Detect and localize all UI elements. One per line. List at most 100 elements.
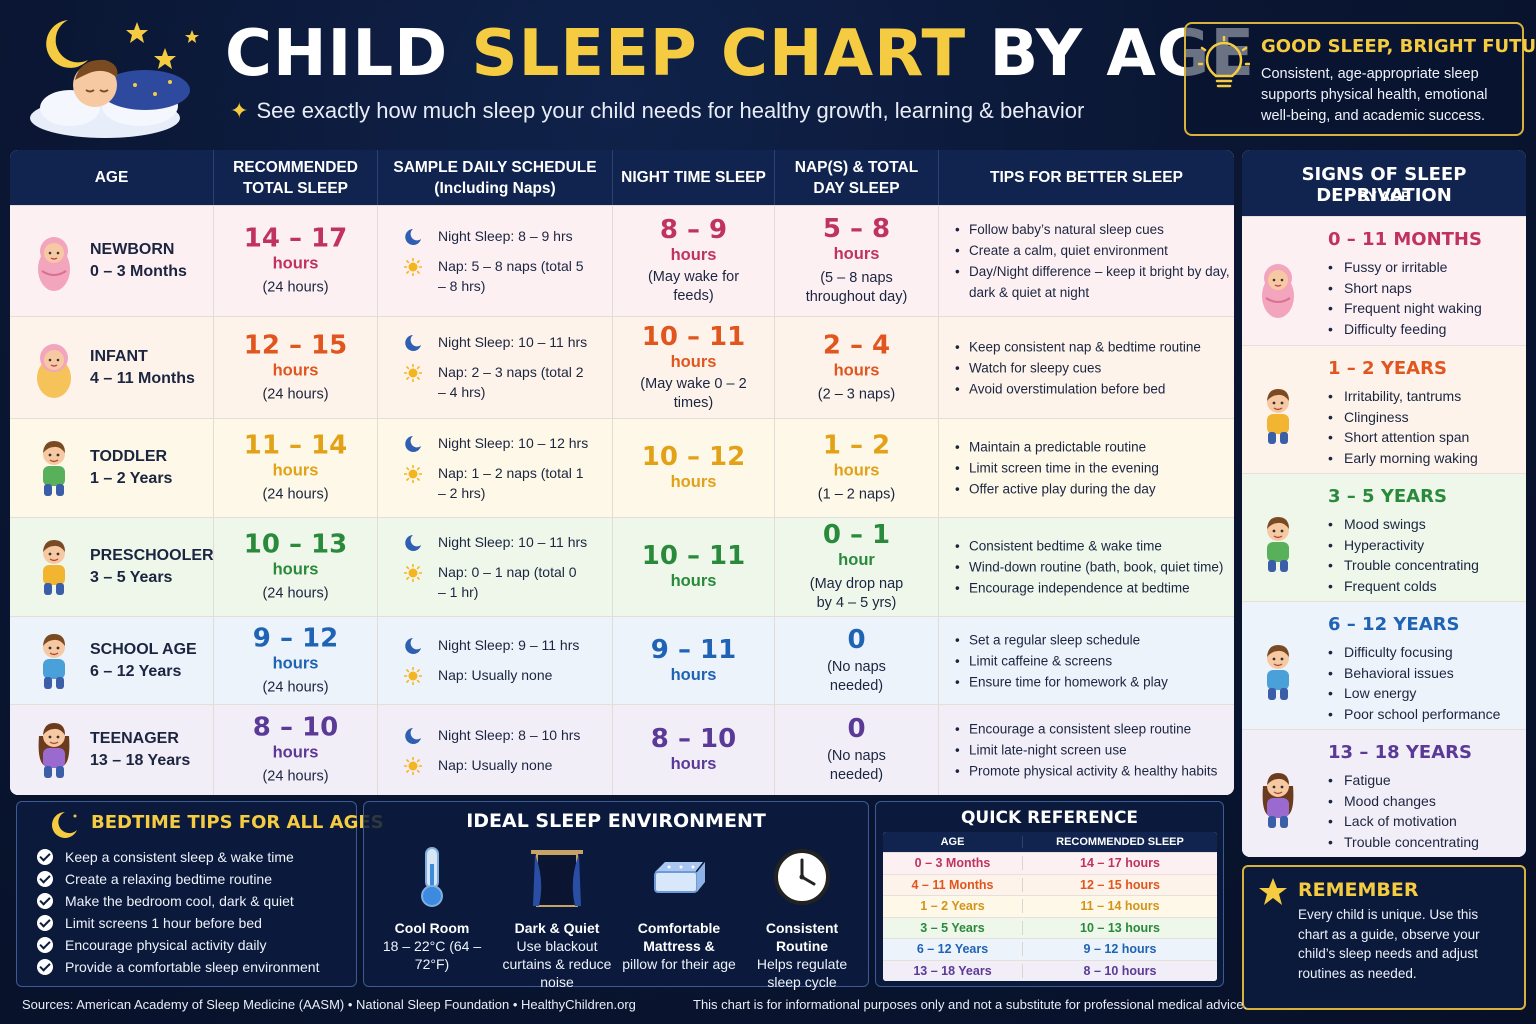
tips-list: Consistent bedtime & wake timeWind-down … [955,536,1231,599]
header-age: AGE [10,150,214,205]
nap-value: 2 – 4 hours (2 – 3 naps) [775,331,938,404]
bedtime-tips-title: BEDTIME TIPS FOR ALL AGES [91,812,384,833]
sleep-deprivation-item: Trouble concentrating [1328,832,1479,853]
tip-item: Create a calm, quiet environment [955,240,1231,261]
night-sleep-range: 9 – 11 [650,634,737,665]
schedule-cell: Night Sleep: 10 – 12 hrs Nap: 1 – 2 naps … [378,419,613,517]
total-sleep-range: 11 – 14 [243,430,348,461]
nap-note: (May drop nap by 4 – 5 yrs) [809,576,904,611]
total-sleep-unit: hours [272,254,319,273]
nap-note: (5 – 8 naps throughout day) [805,270,908,305]
night-schedule: Night Sleep: 10 – 11 hrs [404,532,587,552]
tip-item: Ensure time for homework & play [955,671,1231,692]
header-naps: NAP(S) & TOTAL DAY SLEEP [775,150,939,205]
quick-reference-age: 13 – 18 Years [883,963,1023,978]
nap-schedule-text: Nap: Usually none [438,757,553,773]
night-sleep-note: (May wake 0 – 2 times) [640,375,747,411]
sun-icon [403,666,423,686]
nap-value: 0 (No naps needed) [775,626,938,696]
moon-icon [404,727,422,745]
schedule-cell: Night Sleep: 9 – 11 hrs Nap: Usually none [378,617,613,704]
total-sleep-cell: 12 – 15 hours (24 hours) [214,317,378,418]
night-sleep-value: 8 – 9 hours (May wake for feeds) [613,216,774,306]
age-name: TEENAGER [90,730,179,747]
sleep-deprivation-item: Lack of motivation [1328,811,1479,832]
night-sleep-unit: hours [670,755,717,773]
nap-range: 0 [847,714,866,744]
age-range: 13 – 18 Years [90,752,191,769]
night-sleep-range: 10 – 11 [641,541,746,571]
night-schedule-text: Night Sleep: 10 – 11 hrs [438,534,588,550]
nap-schedule: Nap: 2 – 3 naps (total 2 – 4 hrs) [403,362,584,402]
sleep-deprivation-age: 3 – 5 YEARS [1328,486,1447,507]
child-avatar-icon [1256,768,1300,836]
age-name: NEWBORN [90,241,175,258]
quick-reference-age: 1 – 2 Years [883,899,1023,914]
nap-cell: 0 (No naps needed) [775,617,939,704]
sleep-deprivation-item: Mood swings [1328,514,1479,535]
nap-range: 2 – 4 [822,330,891,360]
env-name: Dark & Quiet [514,920,600,936]
tip-item: Offer active play during the day [955,479,1231,500]
night-sleep-cell: 10 – 12 hours [613,419,775,517]
age-range: 4 – 11 Months [90,369,195,387]
thermometer-icon [421,847,443,907]
table-row: TEENAGER 13 – 18 Years 8 – 10 hours (24 hour… [10,704,1234,795]
nap-schedule: Nap: Usually none [403,755,584,776]
bedtime-tip-item: Keep a consistent sleep & wake time [37,846,319,868]
tip-item: Limit screen time in the evening [955,458,1231,479]
age-name: SCHOOL AGE [90,640,197,658]
bedtime-tip-text: Encourage physical activity daily [65,937,267,953]
sun-icon [403,363,423,383]
tip-item: Watch for sleepy cues [955,357,1231,378]
child-avatar-icon [1256,640,1300,708]
header-schedule: SAMPLE DAILY SCHEDULE (Including Naps) [378,150,613,205]
total-sleep-cell: 10 – 13 hours (24 hours) [214,518,378,616]
total-sleep-unit: hours [272,743,319,762]
quick-reference-row: 1 – 2 Years 11 – 14 hours [883,895,1217,917]
header-tips: TIPS FOR BETTER SLEEP [990,169,1183,186]
bedtime-tip-text: Create a relaxing bedtime routine [65,871,273,887]
night-sleep-unit: hours [670,473,717,491]
sleep-deprivation-list: Mood swingsHyperactivityTrouble concentr… [1328,514,1479,596]
sleep-deprivation-section: 6 – 12 YEARS Difficulty focusingBehaviora… [1242,601,1526,729]
total-sleep-note: (24 hours) [262,486,329,503]
sun-icon [403,756,423,776]
bedtime-tip-item: Encourage physical activity daily [37,934,319,956]
check-icon [37,893,53,909]
tip-item: Set a regular sleep schedule [955,629,1231,650]
sleep-deprivation-list: FatigueMood changesLack of motivationTro… [1328,770,1479,852]
night-sleep-value: 10 – 12 hours [613,443,774,493]
night-sleep-value: 9 – 11 hours [613,636,774,686]
moon-icon [404,534,422,552]
sleep-deprivation-item: Clinginess [1328,407,1478,428]
night-sleep-unit: hours [670,665,717,684]
sleep-deprivation-age: 1 – 2 YEARS [1328,358,1447,379]
clock-icon [774,849,830,905]
sleep-deprivation-section: 0 – 11 MONTHS Fussy or irritableShort nap… [1242,216,1526,345]
age-range: 1 – 2 Years [90,470,173,487]
tip-item: Encourage independence at bedtime [955,578,1231,599]
schedule-cell: Night Sleep: 10 – 11 hrs Nap: 2 – 3 naps … [378,317,613,418]
table-row: INFANT 4 – 11 Months 12 – 15 hours (24 hours… [10,316,1234,418]
nap-unit: hours [833,361,880,379]
check-icon [37,849,53,865]
mattress-icon [654,862,705,893]
sleep-deprivation-item: Fatigue [1328,770,1479,791]
tips-list: Encourage a consistent sleep routineLimi… [955,719,1231,782]
nap-cell: 5 – 8 hours (5 – 8 naps throughout day) [775,206,939,316]
child-avatar-icon [1256,256,1300,324]
age-cell: NEWBORN 0 – 3 Months [10,206,214,316]
total-sleep-cell: 9 – 12 hours (24 hours) [214,617,378,704]
total-sleep-value: 10 – 13 hours (24 hours) [214,531,377,604]
sleep-deprivation-item: Trouble concentrating [1328,555,1479,576]
sleep-deprivation-item: Hyperactivity [1328,535,1479,556]
night-schedule-text: Night Sleep: 9 – 11 hrs [438,637,580,653]
sleep-chart-table: AGE RECOMMENDED TOTAL SLEEP SAMPLE DAILY… [10,150,1234,795]
remember-title: REMEMBER [1298,879,1419,901]
night-sleep-range: 8 – 9 [659,215,728,245]
remember-text: Every child is unique. Use this chart as… [1298,907,1480,981]
env-desc: Use blackout curtains & reduce noise [502,938,612,990]
quick-reference-sleep: 12 – 15 hours [1080,877,1160,892]
bedtime-tip-item: Provide a comfortable sleep environment [37,956,319,978]
